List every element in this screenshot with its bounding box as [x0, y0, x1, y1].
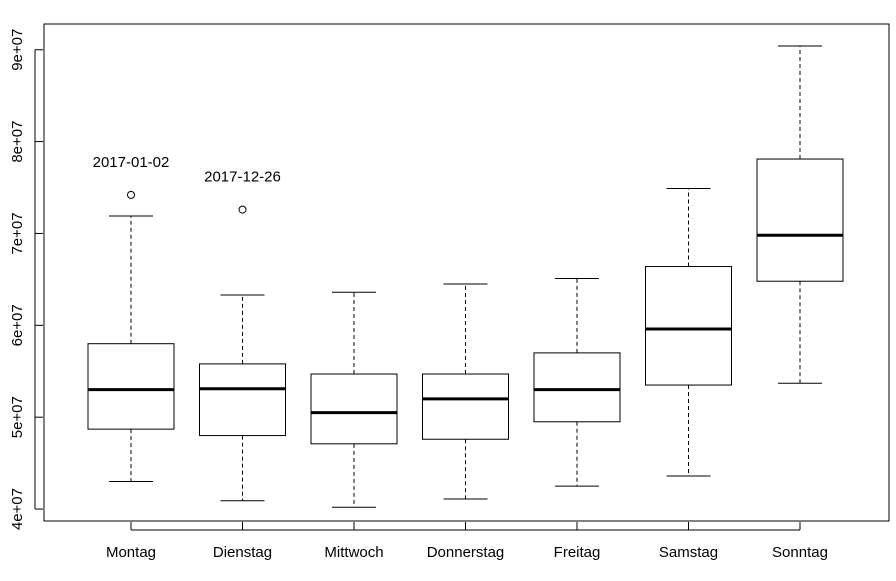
- x-category-label: Freitag: [554, 544, 601, 561]
- iqr-box: [422, 373, 509, 440]
- box-donnerstag: [422, 283, 509, 500]
- y-tick-label: 5e+07: [9, 396, 26, 438]
- x-category-label: Mittwoch: [324, 544, 383, 561]
- x-category-label: Donnerstag: [427, 544, 505, 561]
- iqr-box: [645, 266, 732, 386]
- box-sonntag: [756, 45, 844, 384]
- outlier-point: [238, 205, 247, 214]
- plot-frame: [43, 23, 890, 522]
- iqr-box: [310, 373, 398, 445]
- box-dienstag: 2017-12-26: [199, 169, 286, 502]
- box-freitag: [533, 277, 621, 487]
- box-montag: 2017-01-02: [87, 154, 175, 482]
- y-tick-label: 7e+07: [9, 212, 26, 254]
- outlier-point: [127, 190, 135, 199]
- y-tick-label: 8e+07: [9, 121, 26, 163]
- iqr-box: [199, 363, 286, 437]
- box-series: 2017-01-02 2017-12-26: [87, 45, 844, 508]
- outlier-label: 2017-01-02: [93, 154, 170, 171]
- x-axis: Montag Dienstag Mittwoch Donnerstag Freitag S…: [106, 522, 828, 561]
- y-tick-label: 9e+07: [9, 29, 26, 71]
- x-category-label: Dienstag: [213, 544, 272, 561]
- y-tick-label: 4e+07: [9, 488, 26, 530]
- iqr-box: [533, 352, 621, 423]
- x-category-label: Samstag: [659, 544, 718, 561]
- box-samstag: [645, 187, 732, 477]
- y-axis: 4e+07 5e+07 6e+07 7e+07 8e+07 9e+07: [9, 29, 43, 530]
- iqr-box: [756, 158, 844, 282]
- iqr-box: [87, 343, 175, 430]
- x-category-label: Montag: [106, 544, 156, 561]
- y-tick-label: 6e+07: [9, 304, 26, 346]
- x-category-label: Sonntag: [772, 544, 828, 561]
- outlier-label: 2017-12-26: [204, 169, 281, 186]
- box-mittwoch: [310, 291, 398, 508]
